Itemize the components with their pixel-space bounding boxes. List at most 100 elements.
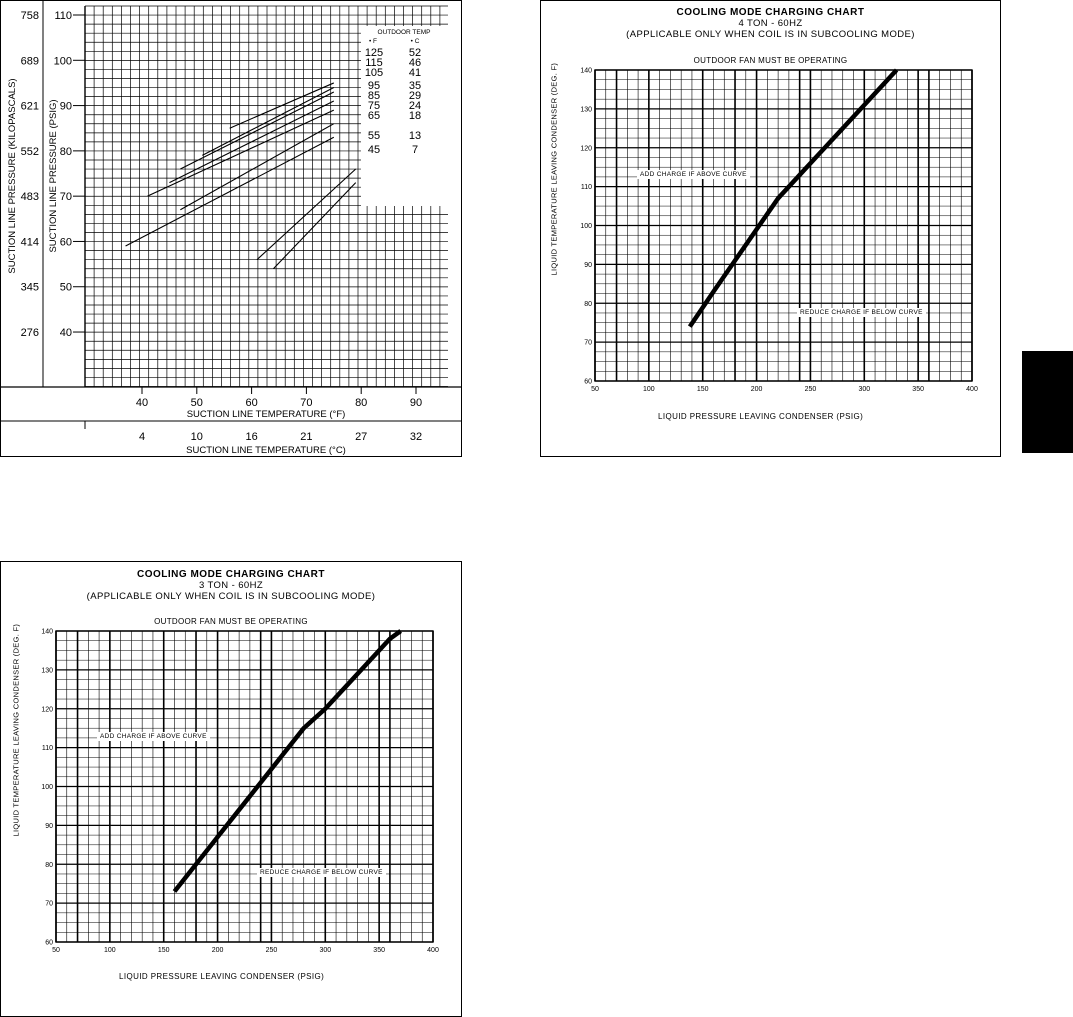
legend-c-18: 18 (409, 110, 421, 122)
y-tick-label: 80 (45, 862, 53, 869)
x-tick-label: 400 (427, 947, 439, 954)
legend-f-55: 55 (368, 130, 380, 142)
x-tick-label: 200 (212, 947, 224, 954)
ton4-xlabel: LIQUID PRESSURE LEAVING CONDENSER (PSIG) (658, 412, 864, 421)
y-tick-label: 110 (54, 10, 72, 22)
y-tick-label: 90 (60, 101, 72, 113)
plot-frame (594, 69, 973, 382)
x2-tick-label: 4 (139, 431, 145, 443)
ton3-chart-svg: 50 100 150 200 250 300 350 400 60 70 80 90 100 110 120… (41, 629, 439, 955)
y-tick-label: 110 (581, 184, 592, 191)
y2-tick-label: 483 (21, 191, 39, 203)
legend-c-46: 46 (409, 57, 421, 69)
ton4-chart-svg: 50 100 150 200 250 300 350 400 60 70 80 90 100 110 120… (580, 68, 978, 394)
ton3-region-below: REDUCE CHARGE IF BELOW CURVE (257, 868, 386, 877)
x-tick-label: 90 (410, 397, 422, 409)
plot-frame (55, 630, 434, 943)
y-tick-label: 90 (584, 262, 592, 269)
y2-tick-label: 689 (21, 55, 39, 67)
y2-tick-label: 345 (21, 282, 39, 294)
y-tick-label: 70 (45, 901, 53, 908)
charging-curve (687, 68, 899, 328)
ton4-subtitle: 4 TON - 60HZ (738, 18, 803, 29)
series-line-65 (125, 136, 335, 247)
y-tick-label: 140 (580, 68, 592, 75)
x-axis-label: SUCTION LINE TEMPERATURE (°F) (187, 409, 346, 420)
y-tick-label: 80 (584, 301, 592, 308)
x2-tick-label: 21 (300, 431, 312, 443)
legend-f-85: 85 (368, 90, 380, 102)
x-tick-label: 150 (697, 386, 709, 393)
x-tick-label: 40 (136, 397, 148, 409)
y2-tick-label: 414 (21, 236, 39, 248)
grid (84, 5, 448, 387)
legend-unit-c: • C (411, 38, 420, 45)
ton4-chart-panel: COOLING MODE CHARGING CHART 4 TON - 60HZ… (540, 0, 1001, 457)
y-tick-label: 50 (60, 282, 72, 294)
x-tick-label: 150 (158, 947, 170, 954)
series-line-115 (202, 86, 335, 156)
y-tick-label: 140 (41, 629, 53, 636)
section-tab (1022, 351, 1073, 453)
ton4-note: (APPLICABLE ONLY WHEN COIL IS IN SUBCOOL… (626, 29, 915, 40)
legend-f-45: 45 (368, 144, 380, 156)
legend-f-125: 125 (365, 47, 383, 59)
y-tick-label: 80 (60, 146, 72, 158)
legend-title: OUTDOOR TEMP (378, 29, 431, 36)
ton3-chart-panel: COOLING MODE CHARGING CHART 3 TON - 60HZ… (0, 561, 462, 1017)
ton3-note: (APPLICABLE ONLY WHEN COIL IS IN SUBCOOL… (86, 591, 376, 602)
series-line-95 (169, 100, 335, 184)
ton4-region-below: REDUCE CHARGE IF BELOW CURVE (797, 308, 926, 317)
y-tick-label: 40 (60, 327, 72, 339)
legend-c-7: 7 (412, 144, 418, 156)
legend-c-35: 35 (409, 80, 421, 92)
suction-chart-svg: 1107581006899062180552704836041450345402… (1, 1, 461, 456)
x2-tick-label: 32 (410, 431, 422, 443)
series-line-125 (229, 82, 335, 129)
ton3-subtitle: 3 TON - 60HZ (198, 580, 264, 591)
ton4-region-above: ADD CHARGE IF ABOVE CURVE (637, 170, 750, 179)
legend-f-115: 115 (365, 57, 383, 69)
grid (594, 69, 973, 382)
ton3-xlabel: LIQUID PRESSURE LEAVING CONDENSER (PSIG) (119, 972, 325, 981)
y-tick-label: 110 (42, 745, 53, 752)
legend-f-95: 95 (368, 80, 380, 92)
x2-tick-label: 27 (355, 431, 367, 443)
charging-curve (172, 629, 403, 893)
legend-f-105: 105 (365, 67, 383, 79)
y-tick-label: 120 (41, 706, 53, 713)
y-tick-label: 100 (54, 55, 72, 67)
series-line-75 (180, 123, 335, 211)
x-tick-label: 250 (805, 386, 817, 393)
legend-f-65: 65 (368, 110, 380, 122)
x-tick-label: 60 (245, 397, 257, 409)
y-tick-label: 120 (580, 145, 592, 152)
legend-c-29: 29 (409, 90, 421, 102)
x2-tick-label: 16 (245, 431, 257, 443)
grid (55, 630, 434, 943)
ton4-ylabel: LIQUID TEMPERATURE LEAVING CONDENSER (DE… (549, 62, 559, 276)
y-tick-label: 60 (45, 940, 53, 947)
x-tick-label: 50 (52, 947, 60, 954)
legend-f-75: 75 (368, 100, 380, 112)
legend-unit-f: • F (369, 38, 377, 45)
legend-c-24: 24 (409, 100, 421, 112)
y2-tick-label: 276 (21, 327, 39, 339)
legend-box (361, 26, 448, 206)
x-tick-label: 50 (191, 397, 203, 409)
series-line-105 (180, 91, 335, 170)
ton3-region-above: ADD CHARGE IF ABOVE CURVE (97, 732, 210, 741)
ton3-title: COOLING MODE CHARGING CHART (137, 569, 325, 580)
series-line-55 (256, 168, 357, 260)
ton3-ylabel: LIQUID TEMPERATURE LEAVING CONDENSER (DE… (11, 623, 21, 837)
x-tick-label: 300 (858, 386, 870, 393)
y-tick-label: 60 (584, 379, 592, 386)
x-tick-label: 350 (912, 386, 924, 393)
y-axis-label: SUCTION LINE PRESSURE (PSIG) (48, 99, 59, 252)
y-tick-label: 100 (41, 784, 53, 791)
y-tick-label: 70 (60, 191, 72, 203)
ton4-title: COOLING MODE CHARGING CHART (676, 7, 865, 18)
y-tick-label: 90 (45, 823, 53, 830)
y2-tick-label: 552 (21, 146, 39, 158)
x-tick-label: 250 (266, 947, 278, 954)
